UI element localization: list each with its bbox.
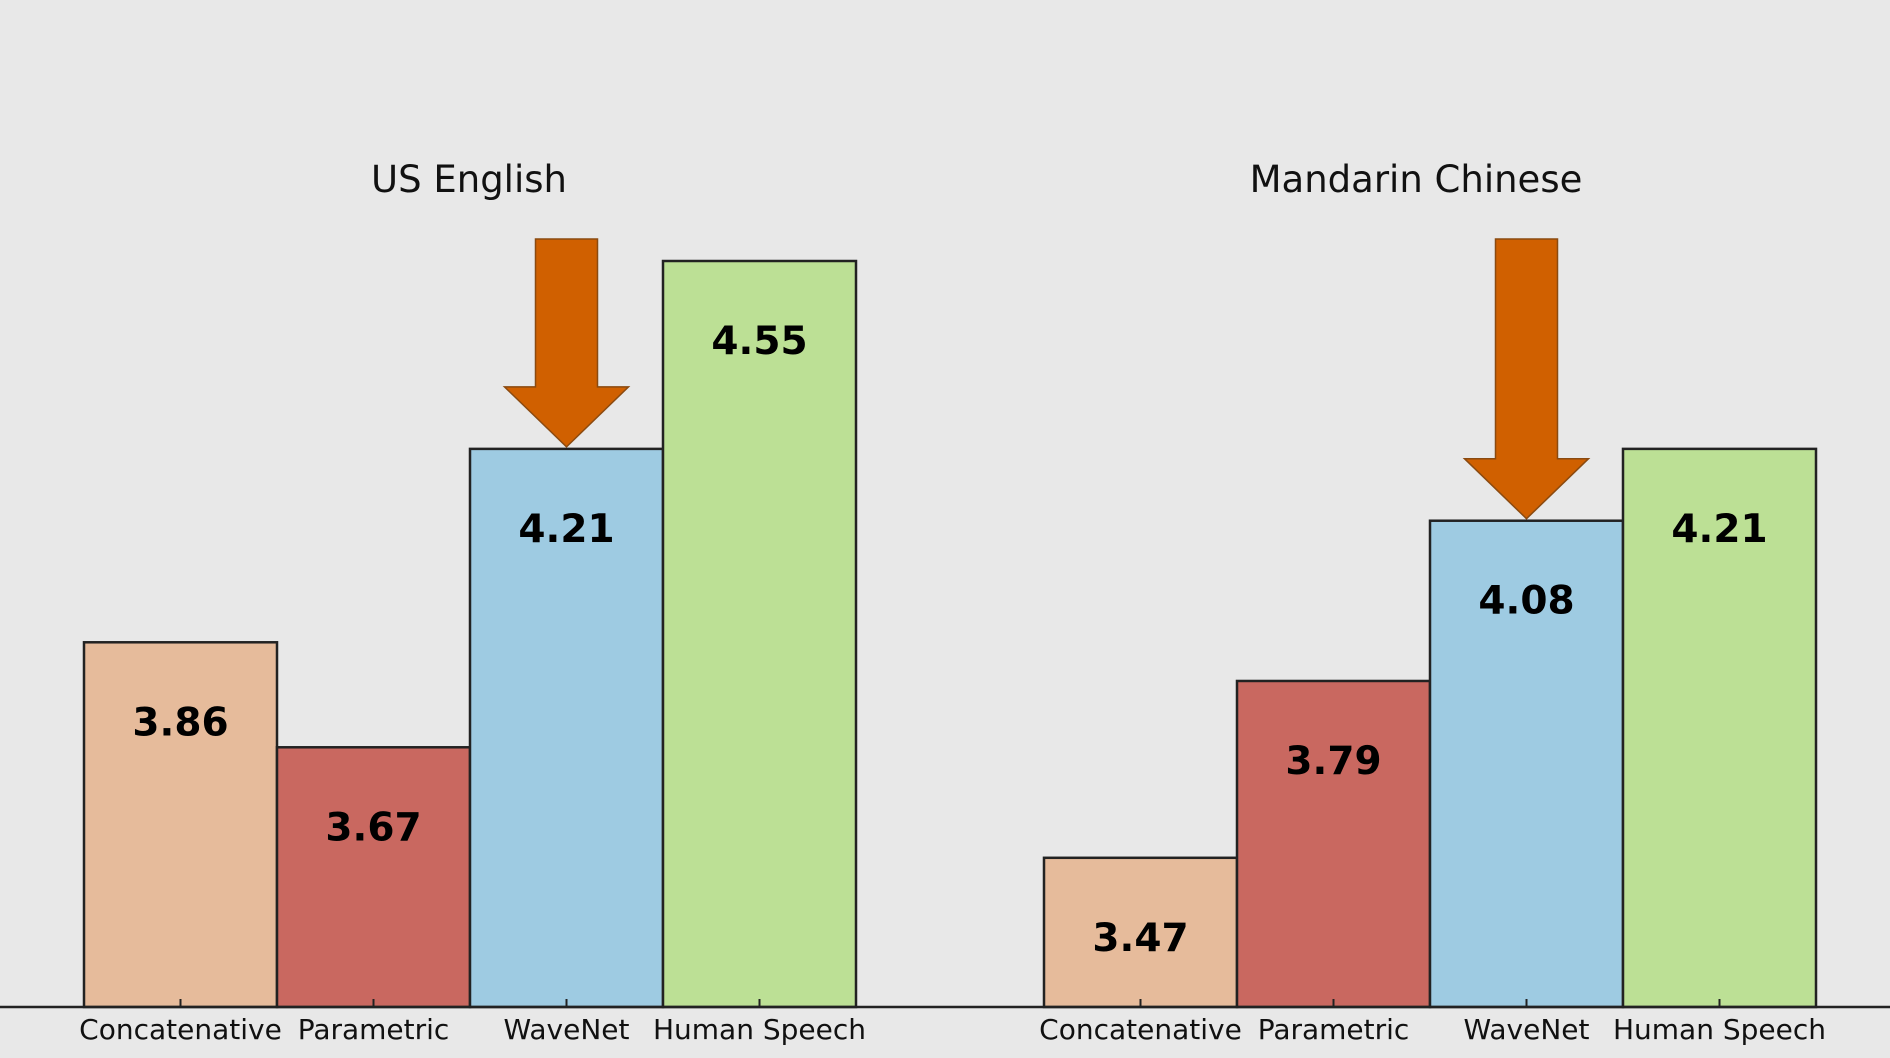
tick-label-mandarin-chinese-concatenative: Concatenative bbox=[1039, 1013, 1242, 1046]
tick-label-us-english-parametric: Parametric bbox=[298, 1013, 450, 1046]
panel-title-mandarin-chinese: Mandarin Chinese bbox=[1250, 158, 1583, 201]
panel-us-english: US English 3.86 3.67 4.21 4.55 Concatenativ… bbox=[79, 158, 866, 1046]
bar-mandarin-chinese-concatenative bbox=[1042, 856, 1239, 1009]
bar-us-english-human-speech bbox=[661, 259, 858, 1009]
bar-us-english-concatenative bbox=[82, 641, 279, 1009]
tick-label-us-english-human-speech: Human Speech bbox=[653, 1013, 866, 1046]
value-label-us-english-wavenet: 4.21 bbox=[518, 507, 614, 552]
tick-label-us-english-wavenet: WaveNet bbox=[504, 1013, 630, 1046]
x-ticks-mandarin-chinese: Concatenative Parametric WaveNet Human Spee… bbox=[1039, 999, 1826, 1046]
bars-us-english bbox=[82, 259, 858, 1009]
bar-us-english-parametric bbox=[275, 746, 472, 1009]
arrow-mandarin-chinese bbox=[1462, 238, 1591, 520]
value-label-mandarin-chinese-concatenative: 3.47 bbox=[1092, 916, 1188, 961]
value-label-mandarin-chinese-parametric: 3.79 bbox=[1285, 739, 1381, 784]
bars-mandarin-chinese bbox=[1042, 447, 1818, 1009]
value-label-mandarin-chinese-wavenet: 4.08 bbox=[1478, 579, 1574, 624]
tick-label-mandarin-chinese-wavenet: WaveNet bbox=[1464, 1013, 1590, 1046]
x-ticks-us-english: Concatenative Parametric WaveNet Human Spee… bbox=[79, 999, 866, 1046]
bar-mandarin-chinese-parametric bbox=[1235, 679, 1432, 1009]
value-labels-mandarin-chinese: 3.47 3.79 4.08 4.21 bbox=[1092, 507, 1767, 961]
value-label-us-english-parametric: 3.67 bbox=[325, 805, 421, 850]
value-label-us-english-concatenative: 3.86 bbox=[132, 700, 228, 745]
value-labels-us-english: 3.86 3.67 4.21 4.55 bbox=[132, 319, 807, 850]
tick-label-mandarin-chinese-human-speech: Human Speech bbox=[1613, 1013, 1826, 1046]
bar-us-english-wavenet bbox=[468, 447, 665, 1009]
panel-mandarin-chinese: Mandarin Chinese 3.47 3.79 4.08 4.21 Concat… bbox=[1039, 158, 1826, 1046]
down-arrow-icon bbox=[1462, 238, 1591, 520]
tick-label-mandarin-chinese-parametric: Parametric bbox=[1258, 1013, 1410, 1046]
value-label-mandarin-chinese-human-speech: 4.21 bbox=[1671, 507, 1767, 552]
bar-mandarin-chinese-human-speech bbox=[1621, 447, 1818, 1009]
panel-title-us-english: US English bbox=[371, 158, 567, 201]
value-label-us-english-human-speech: 4.55 bbox=[711, 319, 807, 364]
arrow-us-english bbox=[502, 238, 631, 448]
tick-label-us-english-concatenative: Concatenative bbox=[79, 1013, 282, 1046]
down-arrow-icon bbox=[502, 238, 631, 448]
bar-mandarin-chinese-wavenet bbox=[1428, 519, 1625, 1009]
